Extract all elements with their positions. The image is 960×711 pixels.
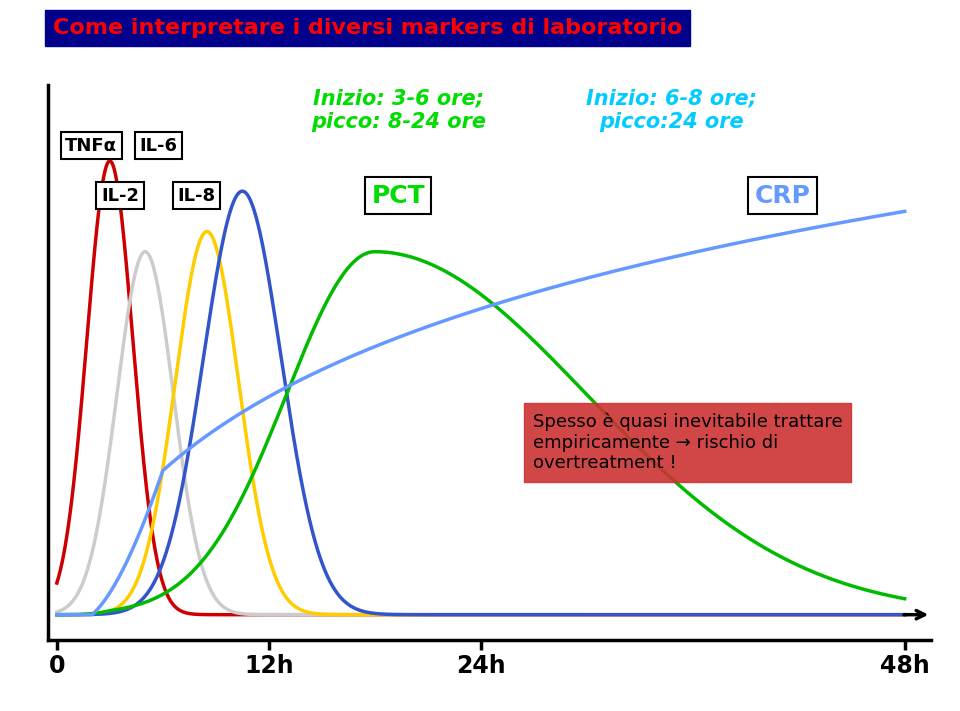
Text: IL-6: IL-6: [139, 137, 178, 155]
Text: Inizio: 3-6 ore;
picco: 8-24 ore: Inizio: 3-6 ore; picco: 8-24 ore: [311, 89, 486, 132]
Text: TNFα: TNFα: [65, 137, 117, 155]
Text: Inizio: 6-8 ore;
picco:24 ore: Inizio: 6-8 ore; picco:24 ore: [587, 89, 757, 132]
Text: IL-8: IL-8: [178, 186, 216, 205]
Text: Come interpretare i diversi markers di laboratorio: Come interpretare i diversi markers di l…: [53, 18, 683, 38]
Text: CRP: CRP: [755, 183, 810, 208]
Text: IL-2: IL-2: [101, 186, 139, 205]
Text: PCT: PCT: [372, 183, 425, 208]
Text: Spesso è quasi inevitabile trattare
empiricamente → rischio di
overtreatment !: Spesso è quasi inevitabile trattare empi…: [533, 412, 843, 473]
